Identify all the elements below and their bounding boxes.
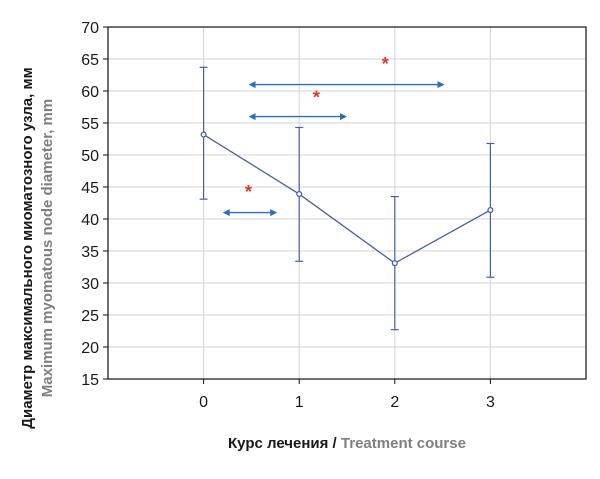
arrowhead-left [248,81,256,89]
arrowhead-left [248,113,256,121]
y-tick-label: 15 [81,372,99,389]
series-line [203,133,491,264]
significance-star: * [313,87,320,107]
y-tick-label: 50 [81,148,99,165]
y-tick-label: 55 [81,116,99,133]
significance-star: * [382,54,389,74]
x-tick-label: 1 [295,394,304,411]
data-points [200,131,494,267]
arrowhead-left [222,209,230,217]
y-axis-label-ru: Диаметр максимального миоматозного узла,… [19,67,36,428]
x-tick-label: 0 [199,394,208,411]
x-axis-label-separator: / [328,435,341,452]
significance-annotations: * * * [222,54,445,217]
x-tick-label: 2 [390,394,399,411]
data-point [296,190,303,198]
grid [108,26,586,380]
y-tick-label: 60 [81,84,99,101]
x-axis-label-ru: Курс лечения [228,435,328,452]
y-axis-label-en: Maximum myomatous node diameter, mm [39,99,56,397]
arrowhead-right [340,113,347,121]
data-point [200,131,207,138]
significance-star: * [245,182,252,202]
arrowhead-right [437,81,445,89]
y-axis-ticks: 15 20 25 30 35 40 45 50 55 60 65 70 [81,20,108,389]
data-point [391,260,398,267]
y-tick-label: 25 [81,308,99,325]
y-tick-label: 30 [81,276,99,293]
x-axis-ticks: 0 1 2 3 [199,379,495,411]
y-tick-label: 70 [81,20,99,37]
x-axis-label-en: Treatment course [341,435,466,452]
x-tick-label: 3 [486,394,495,411]
y-tick-label: 20 [81,340,99,357]
arrowhead-right [270,209,278,217]
error-bars [199,66,495,331]
y-tick-label: 45 [81,180,99,197]
y-tick-label: 35 [81,244,99,261]
plot-frame [107,26,587,380]
y-tick-label: 65 [81,52,99,69]
data-point [487,206,494,214]
x-axis-label: Курс лечения / Treatment course [228,435,466,452]
y-tick-label: 40 [81,212,99,229]
